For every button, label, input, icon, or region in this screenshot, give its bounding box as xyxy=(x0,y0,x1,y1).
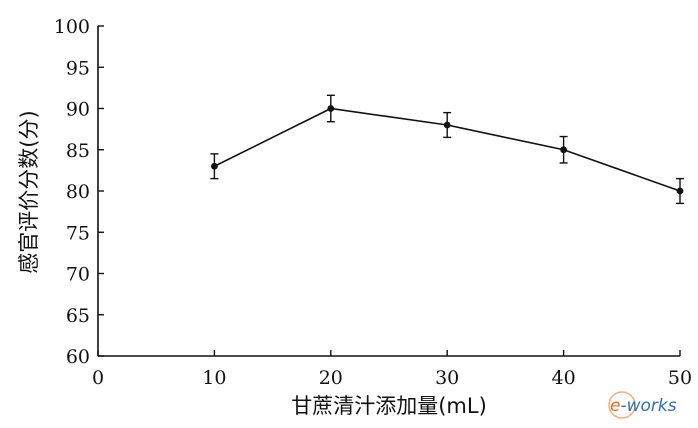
x-ticks: 0 10 20 30 40 50 xyxy=(92,350,692,389)
x-tick-label: 10 xyxy=(202,367,226,389)
y-tick-label: 60 xyxy=(66,346,90,368)
y-axis-title: 感官评价分数(分) xyxy=(17,110,41,273)
x-tick-label: 50 xyxy=(668,367,692,389)
x-tick-label: 20 xyxy=(319,367,343,389)
watermark-text: e-works xyxy=(610,396,677,416)
x-tick-label: 0 xyxy=(92,367,104,389)
data-point xyxy=(676,187,684,195)
x-tick-label: 40 xyxy=(552,367,576,389)
data-point xyxy=(560,146,567,154)
watermark-logo: e-works xyxy=(608,391,677,419)
axes xyxy=(97,26,680,357)
y-tick-label: 70 xyxy=(66,264,90,286)
data-point xyxy=(327,105,335,112)
y-tick-label: 95 xyxy=(66,57,90,79)
y-tick-label: 100 xyxy=(54,16,90,38)
data-point xyxy=(443,121,451,129)
y-tick-label: 80 xyxy=(66,181,90,203)
y-tick-label: 75 xyxy=(66,222,90,244)
watermark-works: -works xyxy=(620,396,676,416)
y-tick-label: 65 xyxy=(66,305,90,327)
y-tick-label: 90 xyxy=(66,99,90,121)
y-tick-label: 85 xyxy=(66,140,90,162)
y-ticks: 60 65 70 75 80 85 90 95 100 xyxy=(54,16,104,368)
x-axis-title: 甘蔗清汁添加量(mL) xyxy=(291,394,487,418)
series-layer xyxy=(210,94,684,205)
watermark-ring-icon xyxy=(608,391,636,419)
x-tick-label: 30 xyxy=(435,367,459,389)
watermark-e: e xyxy=(610,396,620,416)
data-point xyxy=(211,162,218,170)
